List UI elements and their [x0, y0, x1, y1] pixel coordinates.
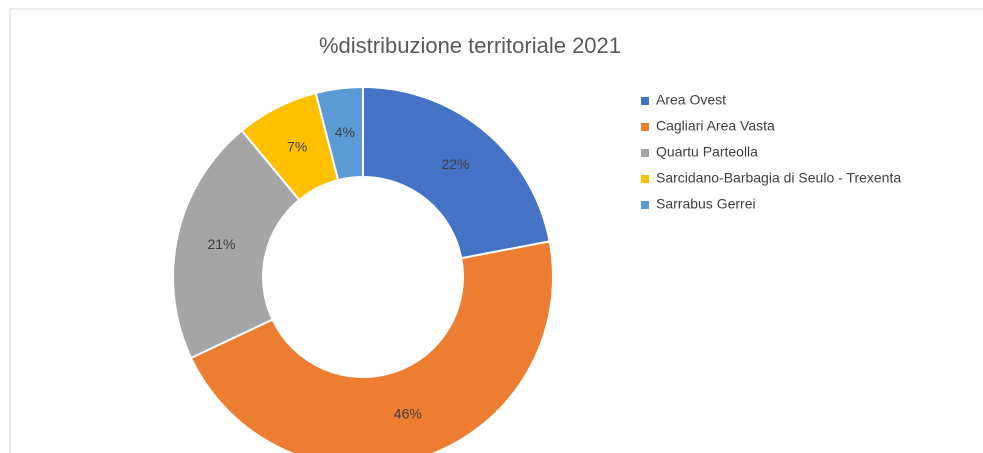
data-label: 22%	[441, 156, 469, 172]
legend-swatch	[641, 149, 649, 157]
chart-title: %distribuzione territoriale 2021	[319, 33, 621, 58]
legend-label: Area Ovest	[656, 92, 726, 108]
donut-slice	[362, 85, 551, 260]
legend-swatch	[641, 201, 649, 209]
data-label: 21%	[207, 236, 235, 252]
legend-swatch	[641, 123, 649, 131]
donut-slice	[189, 240, 554, 453]
data-label: 7%	[287, 139, 307, 155]
legend-label: Sarrabus Gerrei	[656, 196, 756, 212]
legend-label: Cagliari Area Vasta	[656, 118, 775, 134]
data-label: 4%	[335, 124, 355, 140]
donut-slice	[172, 129, 301, 360]
legend-swatch	[641, 97, 649, 105]
legend-label: Quartu Parteolla	[656, 144, 758, 160]
donut-slice	[314, 85, 364, 182]
legend-label: Sarcidano-Barbagia di Seulo - Trexenta	[656, 170, 901, 186]
data-label: 46%	[394, 406, 422, 422]
legend-swatch	[641, 175, 649, 183]
